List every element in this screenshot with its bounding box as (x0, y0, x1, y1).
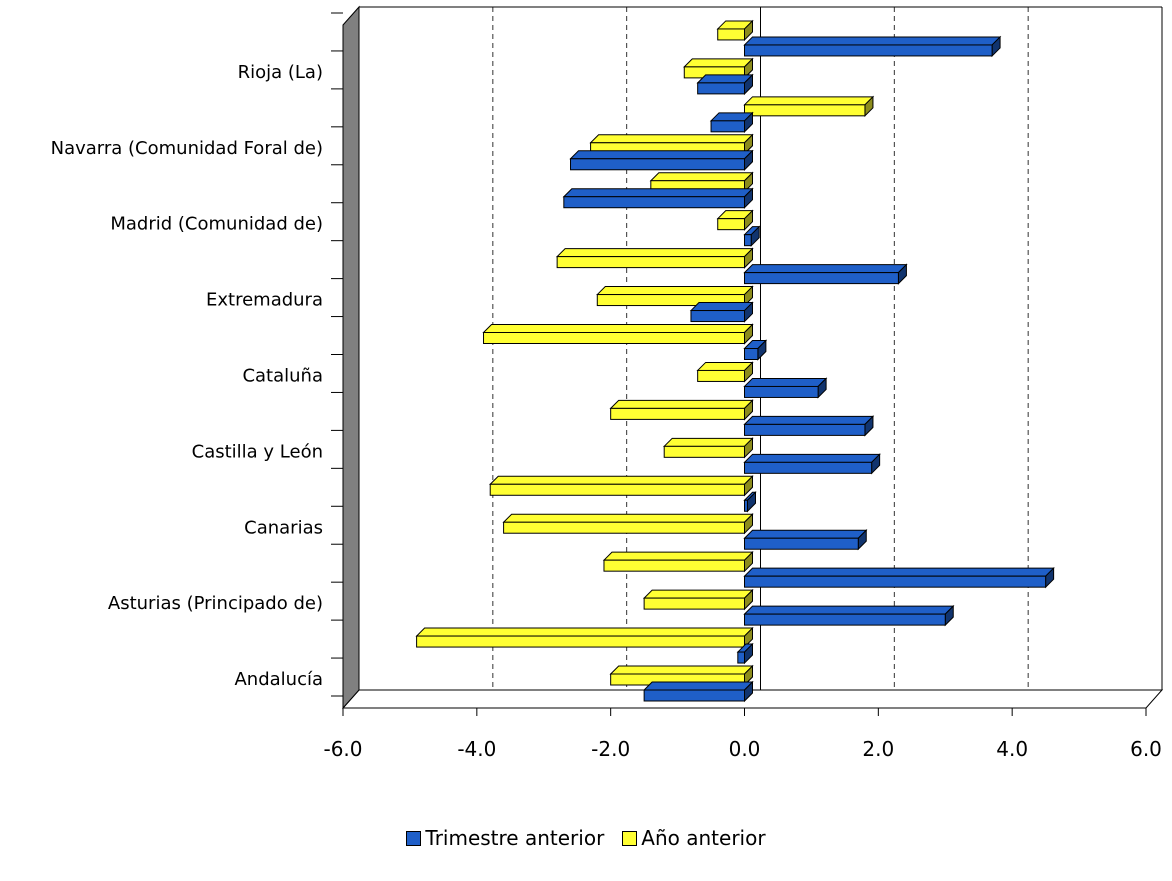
bar-trimestre (745, 424, 865, 435)
bar-ano (484, 333, 745, 344)
bar-ano (718, 29, 745, 40)
bar-ano-top (745, 97, 873, 105)
bar-ano (557, 257, 744, 268)
bar-trimestre (745, 386, 819, 397)
bar-trimestre (745, 235, 752, 246)
bar-ano (745, 105, 865, 116)
bar-trimestre (745, 614, 946, 625)
x-tick-label: -6.0 (323, 737, 362, 761)
category-label: Madrid (Comunidad de) (110, 214, 323, 235)
bar-trimestre-top (745, 378, 827, 386)
bar-trimestre (738, 652, 745, 663)
bar-trimestre-top (745, 37, 1001, 45)
bar-trimestre (691, 311, 745, 322)
bar-trimestre (745, 576, 1046, 587)
category-label: Asturias (Principado de) (108, 593, 323, 614)
category-label: Rioja (La) (238, 62, 323, 83)
bar-trimestre-top (644, 682, 752, 690)
bar-ano (664, 446, 744, 457)
bar-ano (644, 598, 744, 609)
bar-ano-top (698, 362, 753, 370)
bar-trimestre-top (691, 303, 753, 311)
bar-ano (698, 370, 745, 381)
bar-ano-top (604, 552, 753, 560)
bar-ano-top (611, 400, 753, 408)
bar-ano-top (557, 249, 752, 257)
bar-ano (718, 219, 745, 230)
bar-trimestre-top (571, 151, 753, 159)
bar-ano (504, 522, 745, 533)
bar-trimestre (698, 83, 745, 94)
category-label: Castilla y León (192, 441, 323, 462)
bar-trimestre (745, 349, 758, 360)
side-wall (343, 7, 359, 708)
bar-ano-top (490, 476, 752, 484)
legend-item-ano: Año anterior (622, 826, 765, 850)
bar-ano-top (504, 514, 753, 522)
bar-ano (604, 560, 745, 571)
bar-trimestre (745, 462, 872, 473)
bar-ano-top (611, 666, 753, 674)
bar-trimestre (745, 500, 748, 511)
bar-ano-top (417, 628, 753, 636)
bar-trimestre (644, 690, 744, 701)
legend-swatch-ano (622, 831, 637, 846)
bar-ano (611, 408, 745, 419)
bar-trimestre (571, 159, 745, 170)
bar-ano-top (664, 438, 752, 446)
x-tick-label: -4.0 (457, 737, 496, 761)
bar-trimestre (745, 538, 859, 549)
bar-trimestre-top (564, 189, 753, 197)
bar-trimestre-top (745, 454, 880, 462)
legend: Trimestre anterior Año anterior (0, 826, 1172, 850)
bar-trimestre-top (745, 568, 1054, 576)
legend-label-ano: Año anterior (641, 826, 765, 850)
x-tick-label: -2.0 (591, 737, 630, 761)
x-tick-label: 6.0 (1130, 737, 1162, 761)
bar-trimestre (564, 197, 745, 208)
x-tick-label: 0.0 (729, 737, 761, 761)
legend-swatch-trimestre (406, 831, 421, 846)
bar-ano-top (684, 59, 752, 67)
legend-label-trimestre: Trimestre anterior (425, 826, 604, 850)
bar-trimestre (745, 273, 899, 284)
x-tick-label: 4.0 (996, 737, 1028, 761)
bar-trimestre-top (698, 75, 753, 83)
category-label: Navarra (Comunidad Foral de) (51, 138, 323, 159)
bar-ano-top (484, 325, 753, 333)
category-label: Canarias (244, 517, 323, 538)
bar-trimestre-top (745, 416, 873, 424)
bar-ano (490, 484, 744, 495)
bar-ano-top (644, 590, 752, 598)
bar-ano-top (597, 287, 752, 295)
legend-item-trimestre: Trimestre anterior (406, 826, 604, 850)
bar-trimestre-top (745, 530, 867, 538)
bar-trimestre-top (745, 265, 907, 273)
category-label: Cataluña (242, 365, 323, 386)
bar-trimestre (711, 121, 744, 132)
bar-ano-top (591, 135, 753, 143)
bar-trimestre-top (745, 606, 954, 614)
category-label: Extremadura (206, 290, 323, 311)
x-tick-label: 2.0 (862, 737, 894, 761)
bar-ano-top (651, 173, 753, 181)
bar-trimestre (745, 45, 993, 56)
bar-ano (417, 636, 745, 647)
category-label: Andalucía (234, 669, 323, 690)
